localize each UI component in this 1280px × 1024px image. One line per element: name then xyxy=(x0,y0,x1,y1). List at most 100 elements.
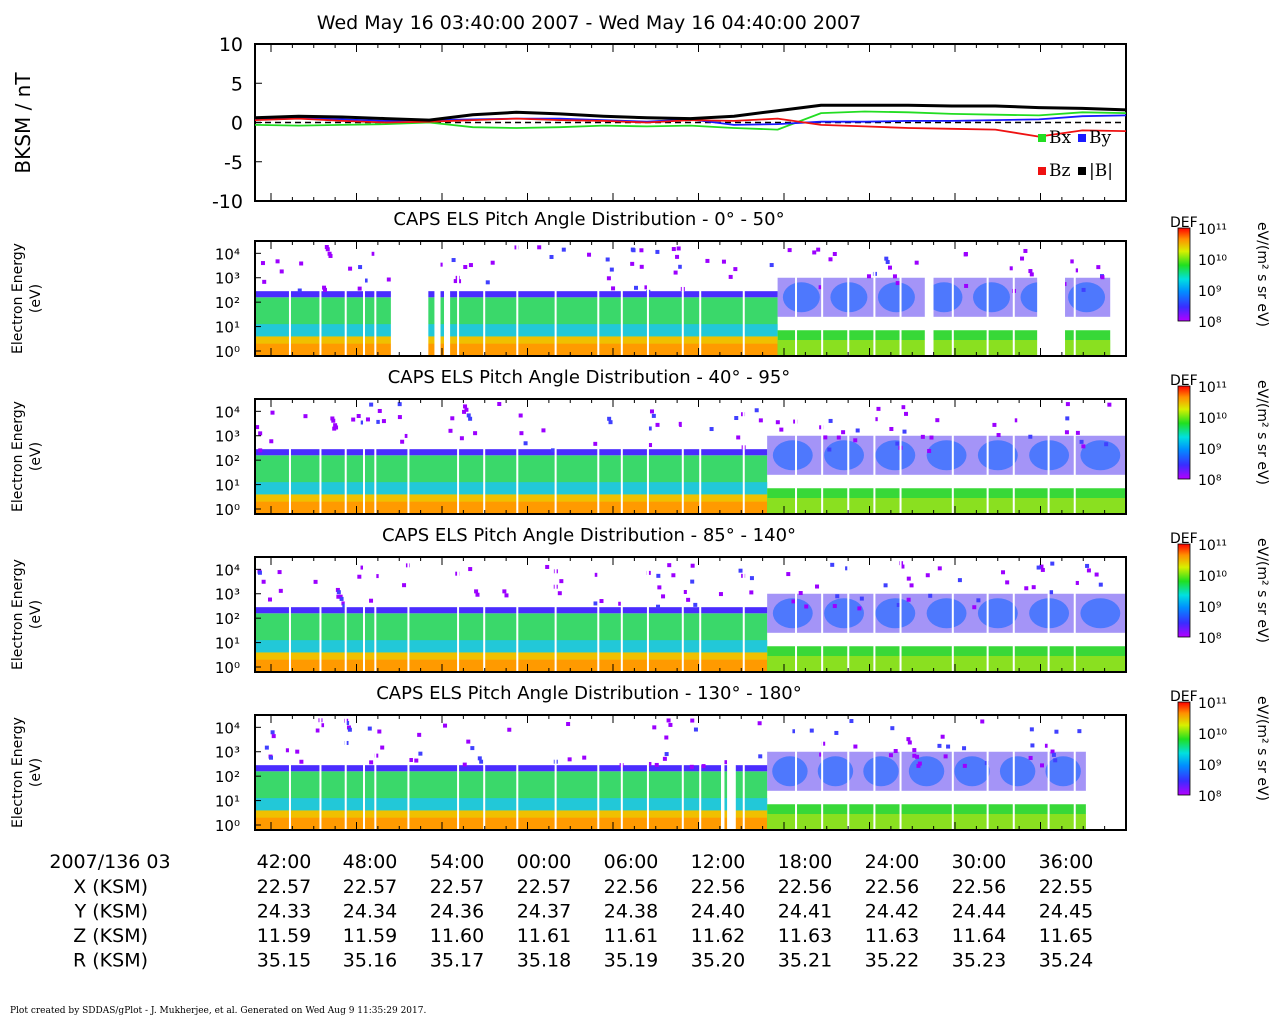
noise-pixel xyxy=(1028,269,1033,274)
noise-pixel xyxy=(1040,567,1045,572)
gap-stripe xyxy=(986,241,989,356)
noise-pixel xyxy=(757,721,762,726)
noise-pixel xyxy=(551,448,556,453)
ephemeris-value: 24.44 xyxy=(952,901,1006,923)
noise-pixel xyxy=(937,566,942,571)
ephemeris-value: 11.60 xyxy=(430,925,484,947)
noise-pixel xyxy=(348,266,353,271)
plot-title: Wed May 16 03:40:00 2007 - Wed May 16 04… xyxy=(317,12,861,34)
gap-stripe xyxy=(681,399,684,514)
gap-stripe xyxy=(646,399,649,514)
blob xyxy=(1045,756,1081,787)
colorbar-label: DEF xyxy=(1170,689,1198,705)
noise-pixel xyxy=(1081,444,1086,449)
noise-pixel xyxy=(832,251,837,256)
gap-stripe xyxy=(374,399,377,514)
noise-pixel xyxy=(333,423,338,428)
gap-stripe xyxy=(344,241,347,356)
noise-pixel xyxy=(365,417,370,422)
gap-stripe xyxy=(516,715,519,830)
noise-pixel xyxy=(980,719,985,724)
noise-pixel xyxy=(618,601,623,606)
legend-swatch xyxy=(1078,134,1086,142)
gap-stripe xyxy=(951,715,954,830)
gap-stripe xyxy=(457,557,460,672)
noise-pixel xyxy=(678,264,683,269)
noise-pixel xyxy=(1005,580,1010,585)
ephemeris-value: 24.45 xyxy=(1039,901,1093,923)
colorbar-tick-label: 10⁹ xyxy=(1198,284,1222,300)
gap-stripe xyxy=(873,399,876,514)
noise-pixel xyxy=(866,274,871,279)
noise-pixel xyxy=(1036,565,1041,570)
noise-pixel xyxy=(549,254,554,259)
noise-pixel xyxy=(769,263,774,268)
ephemeris-value: 22.57 xyxy=(257,876,311,898)
noise-pixel xyxy=(791,599,796,604)
noise-pixel xyxy=(853,744,858,749)
noise-pixel xyxy=(468,416,473,421)
noise-pixel xyxy=(593,601,598,606)
noise-pixel xyxy=(451,258,456,263)
gap-stripe xyxy=(742,557,745,672)
spectrogram-frame xyxy=(254,240,1127,357)
ephemeris-value: 35.24 xyxy=(1039,950,1093,972)
band-edge xyxy=(255,765,768,772)
noise-pixel xyxy=(257,570,262,575)
gap-stripe xyxy=(986,557,989,672)
noise-pixel xyxy=(647,761,652,766)
colorbar-tick-label: 10¹¹ xyxy=(1198,696,1227,712)
noise-pixel xyxy=(689,764,694,769)
data-gap xyxy=(924,241,934,356)
mag-ylabel: BKSM / nT xyxy=(11,72,35,174)
noise-pixel xyxy=(1029,272,1034,277)
noise-pixel xyxy=(330,416,335,421)
gap-stripe xyxy=(620,241,623,356)
noise-pixel xyxy=(664,735,669,740)
noise-pixel xyxy=(1053,758,1058,763)
noise-pixel xyxy=(1098,582,1103,587)
band-green-low xyxy=(767,498,1126,514)
noise-pixel xyxy=(754,408,759,413)
spec-ylabel-line2: (eV) xyxy=(28,758,44,787)
noise-pixel xyxy=(462,762,467,767)
gap-stripe xyxy=(681,557,684,672)
noise-pixel xyxy=(334,425,339,430)
gap-stripe xyxy=(873,557,876,672)
blob xyxy=(1068,282,1106,313)
noise-pixel xyxy=(693,727,698,732)
colorbar-unit: eV/(m² s sr eV) xyxy=(1254,696,1270,801)
noise-pixel xyxy=(608,420,613,425)
noise-pixel xyxy=(671,573,676,578)
gap-stripe xyxy=(620,557,623,672)
ephemeris-value: 35.21 xyxy=(778,950,832,972)
noise-pixel xyxy=(889,426,894,431)
noise-pixel xyxy=(900,564,905,569)
noise-pixel xyxy=(709,427,714,432)
blob xyxy=(1080,598,1121,629)
gap-stripe xyxy=(288,241,291,356)
noise-pixel xyxy=(738,568,743,573)
noise-pixel xyxy=(721,259,726,264)
noise-pixel xyxy=(876,406,881,411)
x-tick-label: 12:00 xyxy=(691,851,746,873)
noise-pixel xyxy=(909,583,914,588)
noise-pixel xyxy=(566,722,571,727)
noise-pixel xyxy=(438,262,443,267)
noise-pixel xyxy=(1081,287,1086,292)
gap-stripe xyxy=(1012,399,1015,514)
noise-pixel xyxy=(295,749,300,754)
colorbar-label: DEF xyxy=(1170,373,1198,389)
colorbar-tick-label: 10¹¹ xyxy=(1198,380,1227,396)
spec-ytick-label: 10² xyxy=(215,452,240,470)
spec-ytick-label: 10³ xyxy=(215,586,240,604)
spectrogram-frame xyxy=(254,398,1127,515)
noise-pixel xyxy=(1031,585,1036,590)
noise-pixel xyxy=(787,248,792,253)
noise-pixel xyxy=(313,579,318,584)
spec-ylabel-line2: (eV) xyxy=(28,600,44,629)
blob xyxy=(875,440,916,471)
x-tick-label: 54:00 xyxy=(430,851,485,873)
noise-pixel xyxy=(322,285,327,290)
